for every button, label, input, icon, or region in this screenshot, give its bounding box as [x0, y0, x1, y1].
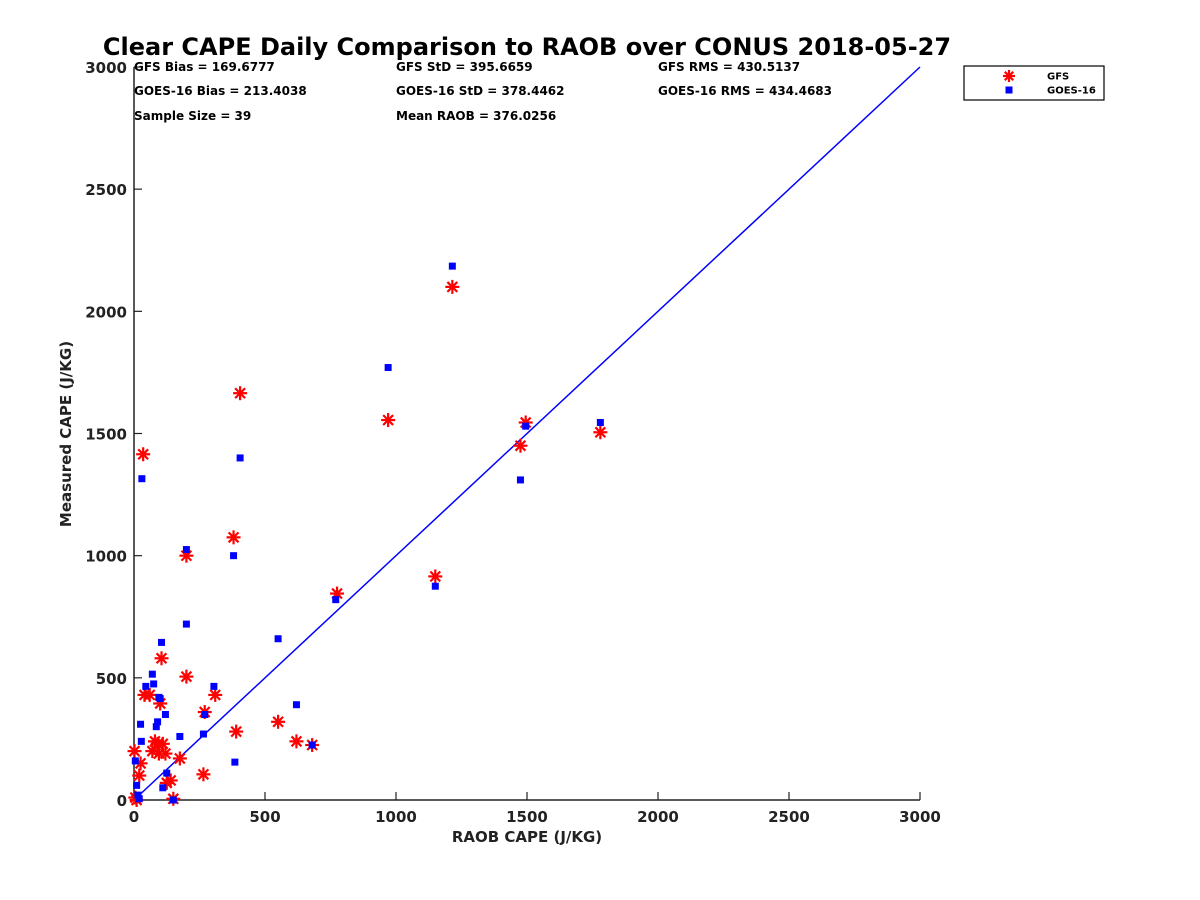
x-tick-label: 500 [249, 808, 280, 826]
stat-text: GFS RMS = 430.5137 [658, 60, 800, 74]
stats-block: GFS Bias = 169.6777 GFS StD = 395.6659 GFS… [134, 60, 832, 123]
goes-16-point [176, 732, 184, 740]
stat-text: GOES-16 RMS = 434.4683 [658, 84, 832, 98]
stat-text: GOES-16 StD = 378.4462 [396, 84, 565, 98]
gfs-point [127, 744, 142, 759]
stat-text: GFS StD = 395.6659 [396, 60, 533, 74]
goes-16-point [182, 546, 190, 554]
y-axis-label: Measured CAPE (J/KG) [57, 341, 75, 527]
gfs-point [226, 530, 241, 545]
goes-16-point [142, 682, 150, 690]
legend-marker-gfs [1003, 70, 1015, 82]
y-tick-label: 1500 [85, 426, 127, 444]
y-tick-label: 500 [96, 670, 127, 688]
goes-16-point [154, 718, 162, 726]
x-tick-label: 1500 [506, 808, 548, 826]
goes-16-point [156, 695, 164, 703]
goes-16-point [159, 784, 167, 792]
gfs-point [593, 425, 608, 440]
stat-text: Sample Size = 39 [134, 109, 251, 123]
goes-16-point [150, 680, 158, 688]
goes-16-point [135, 795, 143, 803]
goes-16-point [201, 710, 209, 718]
legend-label-goes-16: GOES-16 [1047, 86, 1096, 97]
chart-title: Clear CAPE Daily Comparison to RAOB over… [103, 33, 951, 61]
gfs-point [155, 736, 170, 751]
y-tick-label: 2500 [85, 181, 127, 199]
goes-16-point [292, 701, 300, 709]
y-tick-label: 0 [117, 792, 127, 810]
one-to-one-line-group [133, 66, 921, 801]
gfs-point [154, 651, 169, 666]
gfs-point [142, 687, 157, 702]
gfs-point [513, 438, 528, 453]
goes-16-point [199, 730, 207, 738]
goes-16-point [169, 796, 177, 804]
goes-16-point [138, 475, 146, 483]
x-axis-label: RAOB CAPE (J/KG) [452, 828, 602, 846]
goes-16-point [230, 552, 238, 560]
goes-16-point [516, 476, 524, 484]
goes-16-point [522, 422, 530, 430]
gfs-point [445, 279, 460, 294]
goes-16-point [308, 741, 316, 749]
goes-16-point [137, 720, 145, 728]
one-to-one-line [133, 66, 921, 801]
gfs-point [163, 773, 178, 788]
legend-marker-goes-16 [1005, 86, 1013, 94]
gfs-point [132, 768, 147, 783]
gfs-point [172, 751, 187, 766]
goes-16-point [133, 781, 141, 789]
gfs-point [179, 669, 194, 684]
goes-16-point [161, 710, 169, 718]
gfs-point [428, 569, 443, 584]
data-points [127, 262, 608, 807]
goes-16-point [231, 758, 239, 766]
x-tick-label: 1000 [375, 808, 417, 826]
goes-16-point [596, 419, 604, 427]
legend-label-gfs: GFS [1047, 72, 1069, 83]
gfs-point [229, 724, 244, 739]
x-tick-label: 0 [129, 808, 139, 826]
goes-16-point [210, 682, 218, 690]
goes-16-point [134, 791, 142, 799]
gfs-point [381, 413, 396, 428]
goes-16-point [152, 723, 160, 731]
gfs-point [158, 746, 173, 761]
y-tick-label: 3000 [85, 59, 127, 77]
goes-16-point [163, 769, 171, 777]
goes-16-point [384, 364, 392, 372]
stat-text: Mean RAOB = 376.0256 [396, 109, 556, 123]
x-tick-label: 2500 [768, 808, 810, 826]
goes-16-point [431, 582, 439, 590]
goes-16-point [236, 454, 244, 462]
stat-text: GFS Bias = 169.6777 [134, 60, 275, 74]
goes-16-point [332, 596, 340, 604]
goes-16-point [182, 620, 190, 628]
axis-ticks: 0 500 1000 1500 2000 2500 3000 0 500 1000 1500 2000… [85, 59, 941, 826]
gfs-point [233, 386, 248, 401]
goes-16-point [137, 737, 145, 745]
gfs-point [136, 447, 151, 462]
goes-16-point [448, 262, 456, 270]
legend-box [963, 65, 1105, 101]
goes-16-point [131, 757, 139, 765]
goes-16-point [148, 670, 156, 678]
gfs-point [196, 767, 211, 782]
gfs-point [271, 714, 286, 729]
gfs-point [289, 734, 304, 749]
gfs-point [208, 687, 223, 702]
goes-16-point [274, 635, 282, 643]
stat-text: GOES-16 Bias = 213.4038 [134, 84, 307, 98]
y-tick-label: 2000 [85, 303, 127, 321]
x-tick-label: 2000 [637, 808, 679, 826]
goes-16-point [158, 638, 166, 646]
y-tick-label: 1000 [85, 548, 127, 566]
x-tick-label: 3000 [899, 808, 941, 826]
legend: GFS GOES-16 [963, 65, 1105, 101]
